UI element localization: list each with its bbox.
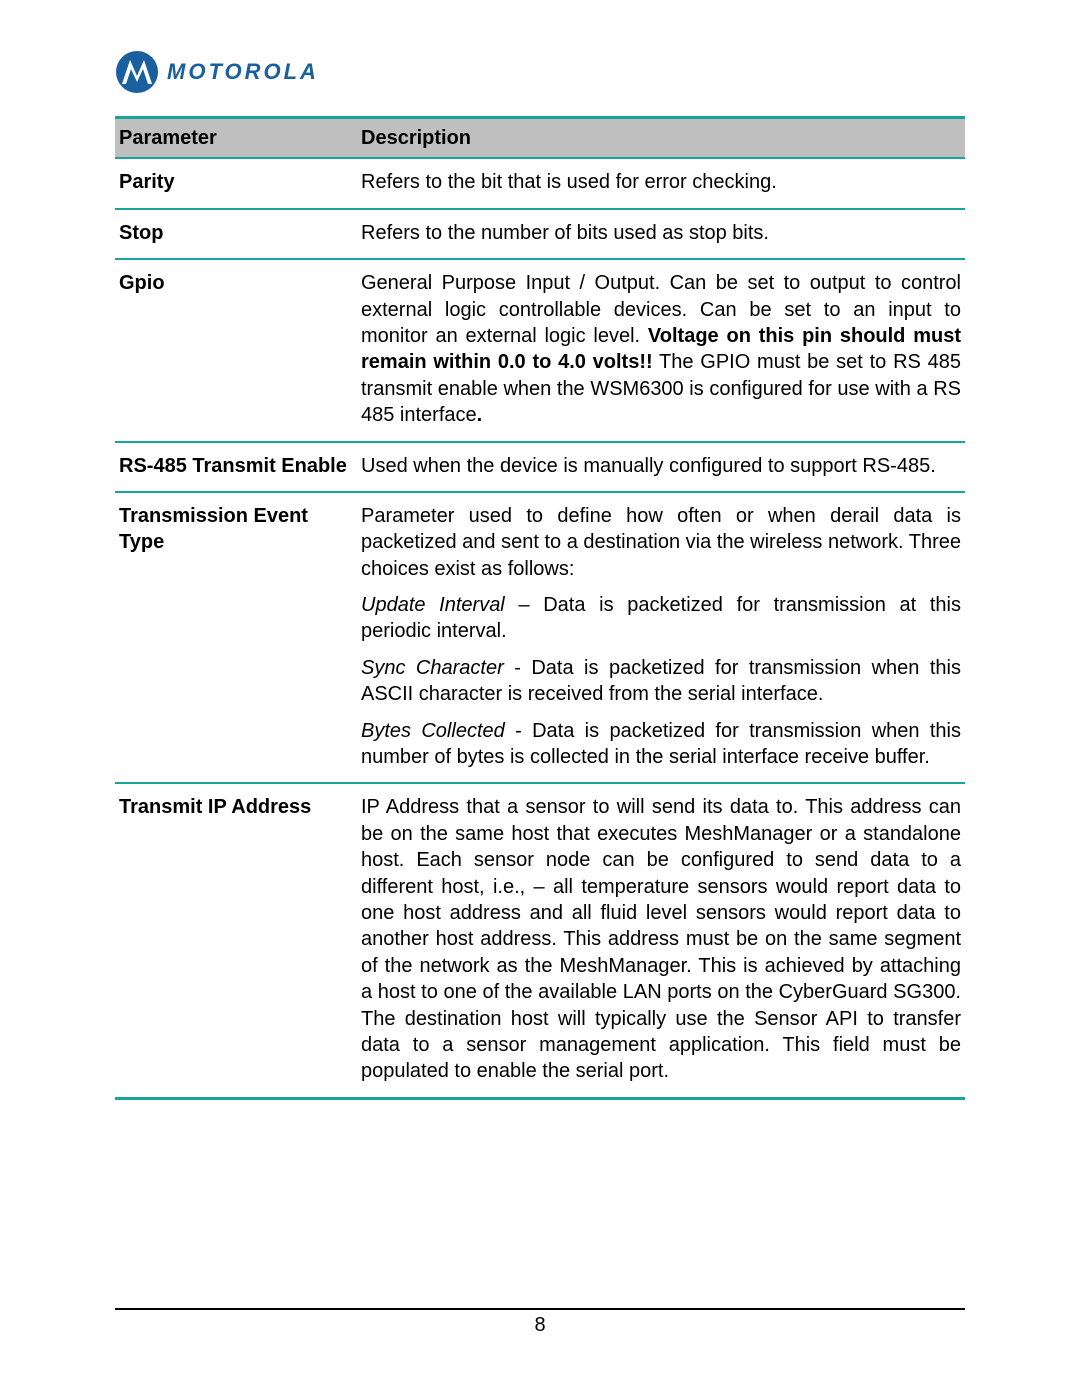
tet-item-lead: Update Interval	[361, 594, 505, 616]
table-row: Parity Refers to the bit that is used fo…	[115, 159, 965, 209]
tet-item: Update Interval – Data is packetized for…	[361, 592, 961, 645]
param-desc: Used when the device is manually configu…	[355, 449, 965, 483]
tet-item-lead: Sync Character	[361, 657, 504, 679]
param-desc: Refers to the bit that is used for error…	[355, 165, 965, 199]
param-desc: IP Address that a sensor to will send it…	[355, 790, 965, 1088]
param-name: Transmission Event Type	[115, 499, 355, 775]
gpio-text-bold2: .	[477, 404, 483, 426]
document-page: MOTOROLA Parameter Description Parity Re…	[0, 0, 1080, 1397]
header-parameter: Parameter	[115, 119, 355, 157]
table-header-row: Parameter Description	[115, 119, 965, 159]
tet-item: Sync Character - Data is packetized for …	[361, 655, 961, 708]
table-row: Stop Refers to the number of bits used a…	[115, 210, 965, 260]
param-name: Stop	[115, 216, 355, 250]
footer-rule	[115, 1308, 965, 1310]
param-desc: General Purpose Input / Output. Can be s…	[355, 266, 965, 432]
param-desc: Refers to the number of bits used as sto…	[355, 216, 965, 250]
tet-item-lead: Bytes Collected	[361, 720, 505, 742]
param-name: Transmit IP Address	[115, 790, 355, 1088]
tet-intro: Parameter used to define how often or wh…	[361, 503, 961, 582]
header-description: Description	[355, 119, 965, 157]
param-desc: Parameter used to define how often or wh…	[355, 499, 965, 775]
param-name: RS-485 Transmit Enable	[115, 449, 355, 483]
tet-item: Bytes Collected - Data is packetized for…	[361, 718, 961, 771]
brand-wordmark: MOTOROLA	[167, 59, 319, 85]
parameter-table: Parameter Description Parity Refers to t…	[115, 116, 965, 1100]
page-number: 8	[534, 1314, 545, 1336]
table-row: Transmit IP Address IP Address that a se…	[115, 784, 965, 1096]
param-name: Parity	[115, 165, 355, 199]
table-row: RS-485 Transmit Enable Used when the dev…	[115, 443, 965, 493]
motorola-icon	[115, 50, 159, 94]
page-footer: 8	[115, 1308, 965, 1337]
brand-logo: MOTOROLA	[115, 50, 965, 94]
table-row: Transmission Event Type Parameter used t…	[115, 493, 965, 785]
table-row: Gpio General Purpose Input / Output. Can…	[115, 260, 965, 442]
param-name: Gpio	[115, 266, 355, 432]
